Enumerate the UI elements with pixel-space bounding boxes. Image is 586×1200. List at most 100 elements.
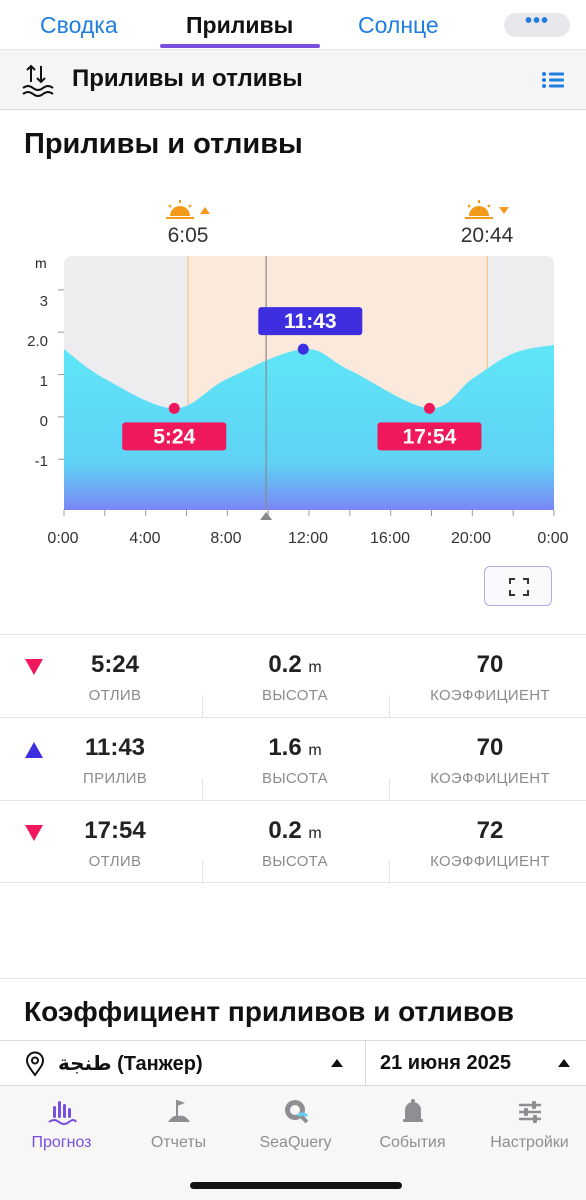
tide-height: 0.2 <box>268 651 302 678</box>
nav-label: Отчеты <box>150 1134 207 1151</box>
x-tick-label: 8:00 <box>210 530 242 547</box>
bottom-navigation: Прогноз Отчеты SeaQuery События <box>0 1086 586 1200</box>
tide-coef-cell: 70 КОЭФФИЦИЕНТ <box>410 651 570 704</box>
nav-label: События <box>379 1134 446 1151</box>
top-tab-bar: Сводка Приливы Солнце ••• <box>0 0 586 50</box>
coef-label: КОЭФФИЦИЕНТ <box>430 770 550 787</box>
page-title: Приливы и отливы <box>24 128 303 160</box>
y-tick-label: 2.0 <box>27 333 48 350</box>
nav-forecast[interactable]: Прогноз <box>3 1096 120 1152</box>
tide-height: 1.6 <box>268 734 302 761</box>
expand-icon <box>509 578 529 596</box>
location-caret-icon[interactable] <box>331 1059 343 1067</box>
tide-table: 5:24 ОТЛИВ 0.2 m ВЫСОТА 70 КОЭФФИЦИЕНТ 1… <box>0 634 586 883</box>
high-tide-icon <box>25 742 43 758</box>
low-tide-point <box>423 402 435 414</box>
tide-chart[interactable]: 5:24 11:43 17:54 <box>30 250 570 530</box>
low-tide-icon <box>25 825 43 841</box>
y-axis-unit: m <box>35 255 47 271</box>
tide-time-badge <box>377 422 482 451</box>
tide-time-badge-label: 5:24 <box>153 425 195 448</box>
list-icon[interactable] <box>540 68 566 92</box>
nav-settings[interactable]: Настройки <box>471 1096 586 1152</box>
divider <box>202 778 203 800</box>
nav-label: SeaQuery <box>259 1134 332 1151</box>
nav-label: Прогноз <box>31 1134 92 1151</box>
high-tide-point <box>297 343 309 355</box>
tide-time: 11:43 <box>84 734 146 761</box>
sunrise-icon <box>166 200 210 219</box>
header-title: Приливы и отливы <box>72 65 303 92</box>
date-selector[interactable]: 21 июня 2025 <box>380 1052 511 1074</box>
tide-coef: 70 <box>476 651 504 678</box>
divider <box>365 1041 366 1087</box>
divider <box>202 861 203 883</box>
x-tick-label: 16:00 <box>369 530 411 547</box>
tide-area <box>64 344 554 510</box>
height-unit: m <box>308 659 322 676</box>
y-tick-label: 3 <box>39 293 48 310</box>
sliders-icon <box>518 1101 541 1123</box>
sunset-marker: 20:44 <box>442 198 532 248</box>
x-tick-label: 12:00 <box>287 530 329 547</box>
fullscreen-button[interactable] <box>484 566 552 606</box>
tide-type: ОТЛИВ <box>88 853 142 870</box>
tide-coef-cell: 70 КОЭФФИЦИЕНТ <box>410 734 570 787</box>
tide-time: 5:24 <box>90 651 140 678</box>
nav-reports[interactable]: Отчеты <box>120 1096 237 1152</box>
tide-row[interactable]: 17:54 ОТЛИВ 0.2 m ВЫСОТА 72 КОЭФФИЦИЕНТ <box>0 800 586 883</box>
location-selector[interactable]: طنجة (Танжер) <box>58 1053 203 1075</box>
tide-arrows-icon <box>22 64 54 97</box>
sunset-time: 20:44 <box>460 224 514 247</box>
tide-time-cell: 17:54 ОТЛИВ <box>55 817 175 870</box>
tide-height-cell: 1.6 m ВЫСОТА <box>220 734 370 787</box>
tide-time-cell: 5:24 ОТЛИВ <box>55 651 175 704</box>
coef-label: КОЭФФИЦИЕНТ <box>430 687 550 704</box>
tide-coef: 72 <box>476 817 504 844</box>
y-tick-label: 1 <box>39 373 48 390</box>
height-label: ВЫСОТА <box>262 770 328 787</box>
tab-summary[interactable]: Сводка <box>40 12 118 38</box>
height-label: ВЫСОТА <box>262 853 328 870</box>
x-tick-label: 4:00 <box>129 530 161 547</box>
tide-time-badge <box>258 307 363 336</box>
tide-row[interactable]: 11:43 ПРИЛИВ 1.6 m ВЫСОТА 70 КОЭФФИЦИЕНТ <box>0 717 586 800</box>
low-tide-icon <box>25 659 43 675</box>
nav-events[interactable]: События <box>354 1096 471 1152</box>
tide-time-cell: 11:43 ПРИЛИВ <box>55 734 175 787</box>
tide-coef: 70 <box>476 734 504 761</box>
tab-tides[interactable]: Приливы <box>186 12 294 38</box>
location-date-bar: طنجة (Танжер) 21 июня 2025 <box>0 1040 586 1087</box>
divider <box>202 695 203 717</box>
more-button[interactable]: ••• <box>504 11 570 37</box>
sunset-icon <box>465 200 509 219</box>
seaquery-icon <box>284 1100 308 1124</box>
tide-time-badge <box>122 422 227 451</box>
divider <box>389 778 390 800</box>
divider <box>389 695 390 717</box>
low-tide-point <box>168 402 180 414</box>
tide-row[interactable]: 5:24 ОТЛИВ 0.2 m ВЫСОТА 70 КОЭФФИЦИЕНТ <box>0 634 586 717</box>
y-tick-label: 0 <box>39 413 48 430</box>
tab-sun[interactable]: Солнце <box>358 12 439 38</box>
height-unit: m <box>308 742 322 759</box>
x-tick-label: 20:00 <box>450 530 492 547</box>
nav-seaquery[interactable]: SeaQuery <box>237 1096 354 1152</box>
tide-type: ОТЛИВ <box>88 687 142 704</box>
spacer <box>0 884 586 979</box>
date-caret-icon[interactable] <box>558 1059 570 1067</box>
bell-icon <box>402 1099 423 1122</box>
sunrise-marker: 6:05 <box>143 198 233 248</box>
coef-label: КОЭФФИЦИЕНТ <box>430 853 550 870</box>
active-tab-indicator <box>160 44 320 48</box>
now-marker-icon <box>260 512 273 520</box>
tide-height-cell: 0.2 m ВЫСОТА <box>220 651 370 704</box>
x-tick-label: 0:00 <box>47 530 79 547</box>
tide-height: 0.2 <box>268 817 302 844</box>
reports-icon <box>167 1100 190 1122</box>
tide-height-cell: 0.2 m ВЫСОТА <box>220 817 370 870</box>
tide-type: ПРИЛИВ <box>83 770 147 787</box>
coefficient-section-title: Коэффициент приливов и отливов <box>24 996 514 1027</box>
divider <box>389 861 390 883</box>
location-pin-icon <box>25 1051 45 1077</box>
